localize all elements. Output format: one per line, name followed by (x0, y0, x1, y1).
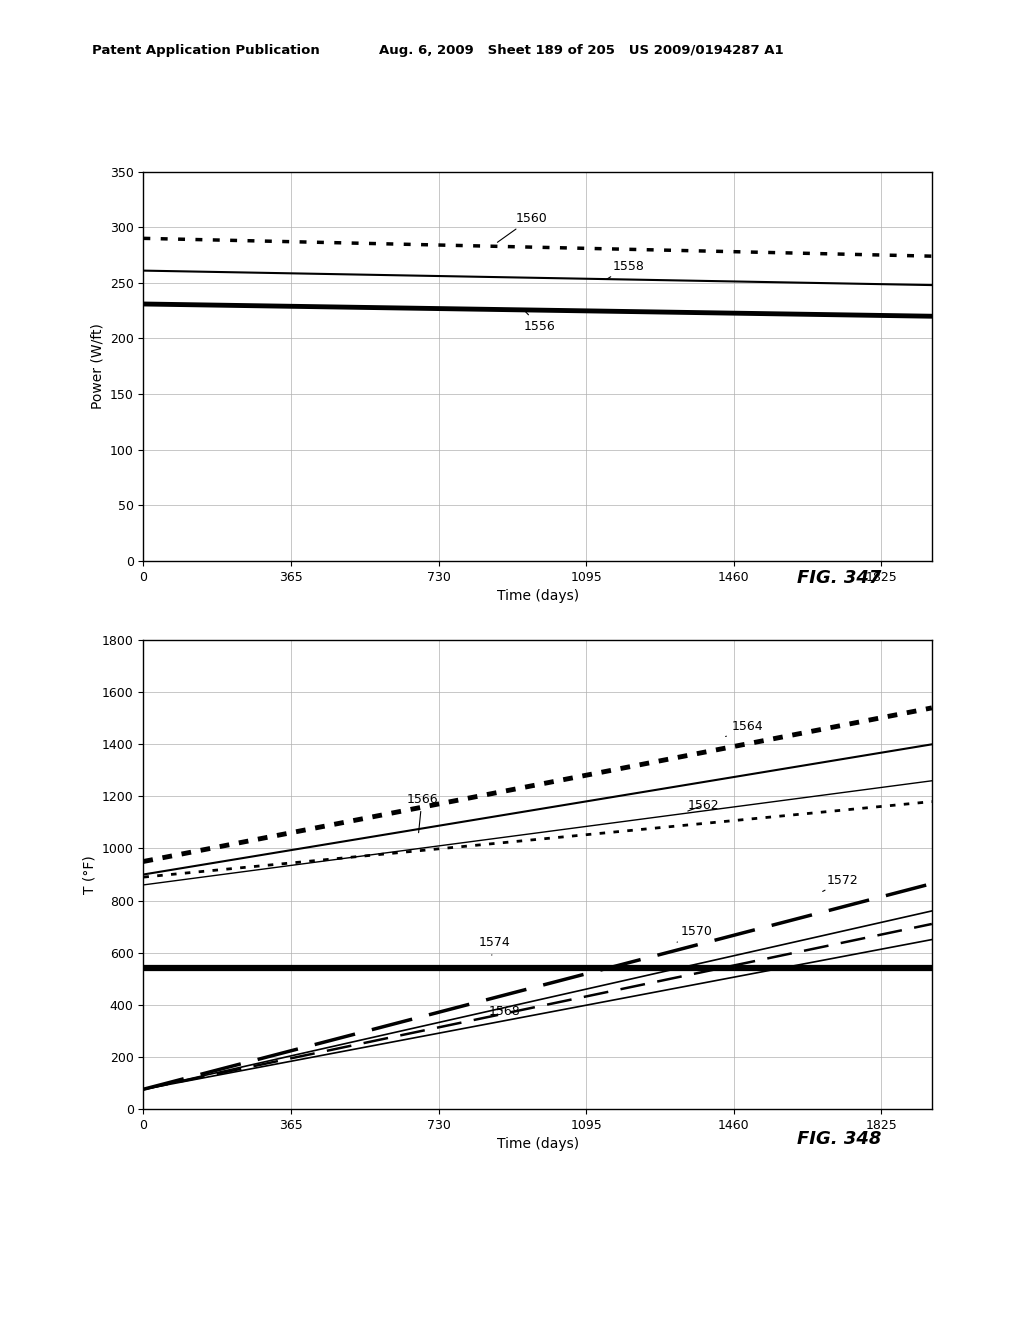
Text: 1574: 1574 (479, 936, 511, 956)
Y-axis label: Power (W/ft): Power (W/ft) (90, 323, 104, 409)
Text: FIG. 347: FIG. 347 (798, 569, 882, 587)
Text: Aug. 6, 2009   Sheet 189 of 205   US 2009/0194287 A1: Aug. 6, 2009 Sheet 189 of 205 US 2009/01… (379, 44, 783, 57)
Text: 1570: 1570 (677, 925, 713, 942)
X-axis label: Time (days): Time (days) (497, 589, 579, 603)
Text: 1566: 1566 (407, 793, 438, 833)
X-axis label: Time (days): Time (days) (497, 1137, 579, 1151)
Text: 1572: 1572 (822, 874, 858, 891)
Text: 1568: 1568 (489, 1005, 521, 1018)
Text: 1558: 1558 (606, 260, 644, 280)
Text: FIG. 348: FIG. 348 (798, 1130, 882, 1148)
Text: 1556: 1556 (523, 312, 555, 333)
Text: 1564: 1564 (726, 719, 763, 737)
Text: 1562: 1562 (687, 799, 719, 812)
Text: 1560: 1560 (498, 211, 547, 243)
Y-axis label: T (°F): T (°F) (82, 855, 96, 894)
Text: Patent Application Publication: Patent Application Publication (92, 44, 319, 57)
